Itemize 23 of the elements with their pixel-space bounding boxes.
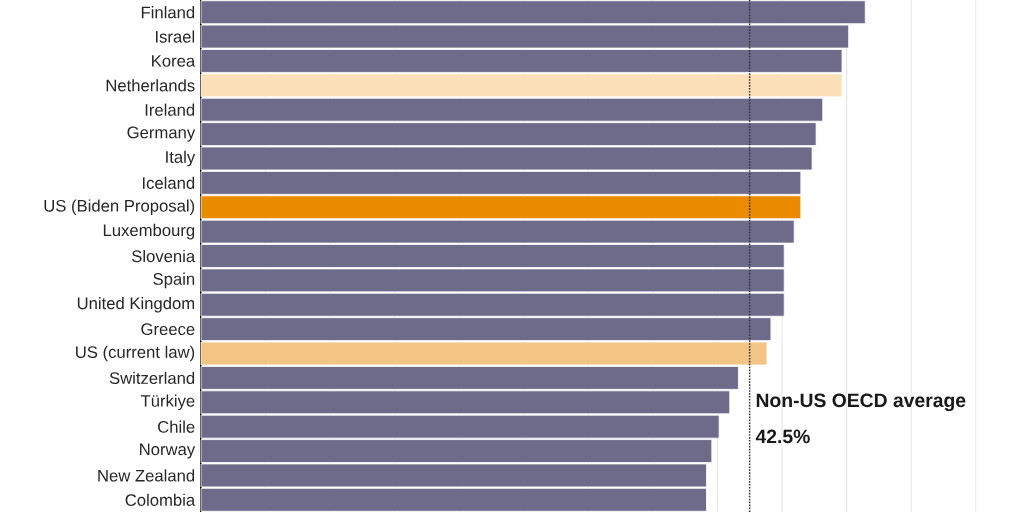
y-tick-label: Netherlands — [106, 79, 195, 92]
y-tick-label: United Kingdom — [77, 296, 195, 313]
y-tick-label: Greece — [141, 323, 195, 336]
y-tick-label: US (Biden Proposal) — [44, 199, 195, 215]
y-tick-label: Luxembourg — [103, 223, 195, 240]
y-tick-label: Korea — [152, 55, 196, 67]
y-tick-label: Iceland — [142, 176, 195, 189]
y-tick-label: Ireland — [145, 103, 195, 116]
y-tick-label: Norway — [140, 443, 196, 459]
y-tick-label: Colombia — [125, 493, 196, 506]
y-tick-label: Israel — [155, 30, 195, 43]
y-tick-label: Italy — [166, 150, 196, 167]
y-tick-label: Germany — [127, 126, 196, 142]
y-tick-label: Türkiye — [140, 394, 195, 411]
y-tick-label: Spain — [153, 272, 195, 289]
y-tick-label: New Zealand — [98, 469, 195, 482]
y-tick-label: Finland — [141, 6, 195, 19]
y-tick-label: US (current law) — [76, 345, 195, 362]
y-tick-label: Switzerland — [109, 371, 195, 385]
y-tick-label: Slovenia — [132, 249, 196, 263]
y-tick-label: Chile — [158, 420, 195, 433]
annotation: 42.5% — [755, 429, 810, 444]
ref-line-label: Non-US OECD average — [756, 393, 966, 412]
